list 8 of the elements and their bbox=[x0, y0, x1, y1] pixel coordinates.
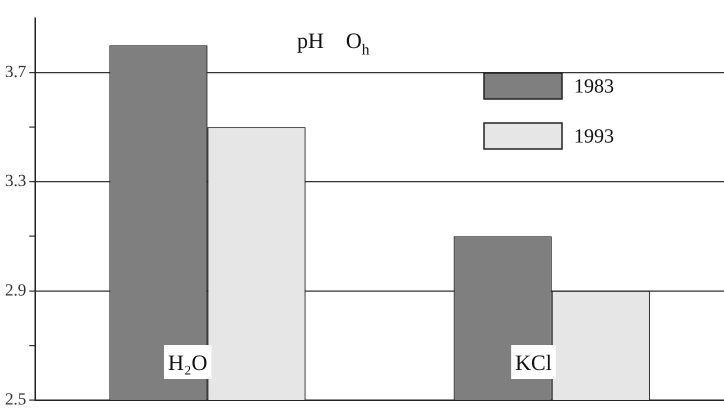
x-tick-label: KCl bbox=[515, 350, 552, 375]
legend-label: 1993 bbox=[574, 125, 614, 148]
y-tick-label: 3.7 bbox=[5, 62, 27, 82]
y-tick-label: 2.9 bbox=[5, 280, 26, 300]
x-tick-label: H₂O bbox=[168, 350, 208, 375]
y-tick-label: 3.3 bbox=[5, 171, 26, 190]
legend-label: 1983 bbox=[574, 75, 614, 98]
y-tick-label: 2.5 bbox=[5, 389, 26, 408]
